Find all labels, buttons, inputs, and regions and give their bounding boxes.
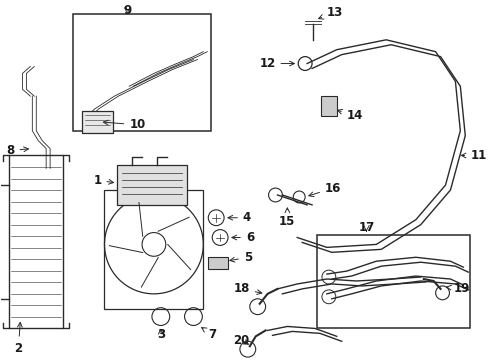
Text: 5: 5: [229, 251, 252, 264]
Bar: [9, 156, 63, 328]
Text: 7: 7: [201, 328, 216, 341]
Text: 1: 1: [93, 174, 113, 187]
Bar: [104, 190, 203, 309]
Text: 11: 11: [460, 149, 486, 162]
Text: 2: 2: [14, 323, 22, 355]
Text: 14: 14: [337, 109, 362, 122]
Bar: [208, 257, 227, 269]
Text: 15: 15: [279, 208, 295, 228]
Text: 13: 13: [318, 6, 343, 19]
Text: 12: 12: [259, 57, 294, 70]
Bar: [316, 234, 469, 328]
Bar: [320, 96, 336, 116]
Text: 8: 8: [6, 144, 28, 157]
Text: 19: 19: [446, 282, 469, 296]
Text: 18: 18: [233, 282, 261, 296]
Text: 6: 6: [231, 231, 254, 244]
Text: 20: 20: [233, 334, 249, 347]
Bar: [117, 165, 186, 205]
Text: 9: 9: [123, 4, 131, 17]
Text: 10: 10: [103, 118, 145, 131]
Bar: [81, 111, 113, 133]
Bar: [73, 14, 211, 131]
Text: 4: 4: [227, 211, 251, 224]
Text: 3: 3: [157, 328, 164, 341]
Text: 16: 16: [308, 181, 341, 197]
Text: 17: 17: [358, 221, 374, 234]
